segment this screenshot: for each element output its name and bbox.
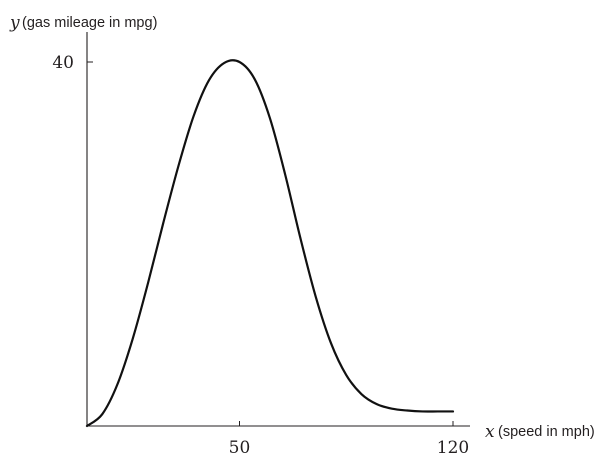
mileage-curve: [85, 59, 455, 428]
y-tick-label: 40: [52, 53, 74, 73]
x-tick-label: 50: [229, 438, 251, 457]
series-group: [85, 59, 455, 428]
y-axis-label: (gas mileage in mpg): [22, 15, 157, 31]
tick-group: 50 120 40: [52, 53, 469, 457]
y-axis-variable: y: [9, 13, 20, 33]
x-axis-variable: x: [485, 422, 495, 442]
x-axis-label: (speed in mph): [498, 424, 595, 440]
x-tick-label: 120: [437, 438, 469, 457]
